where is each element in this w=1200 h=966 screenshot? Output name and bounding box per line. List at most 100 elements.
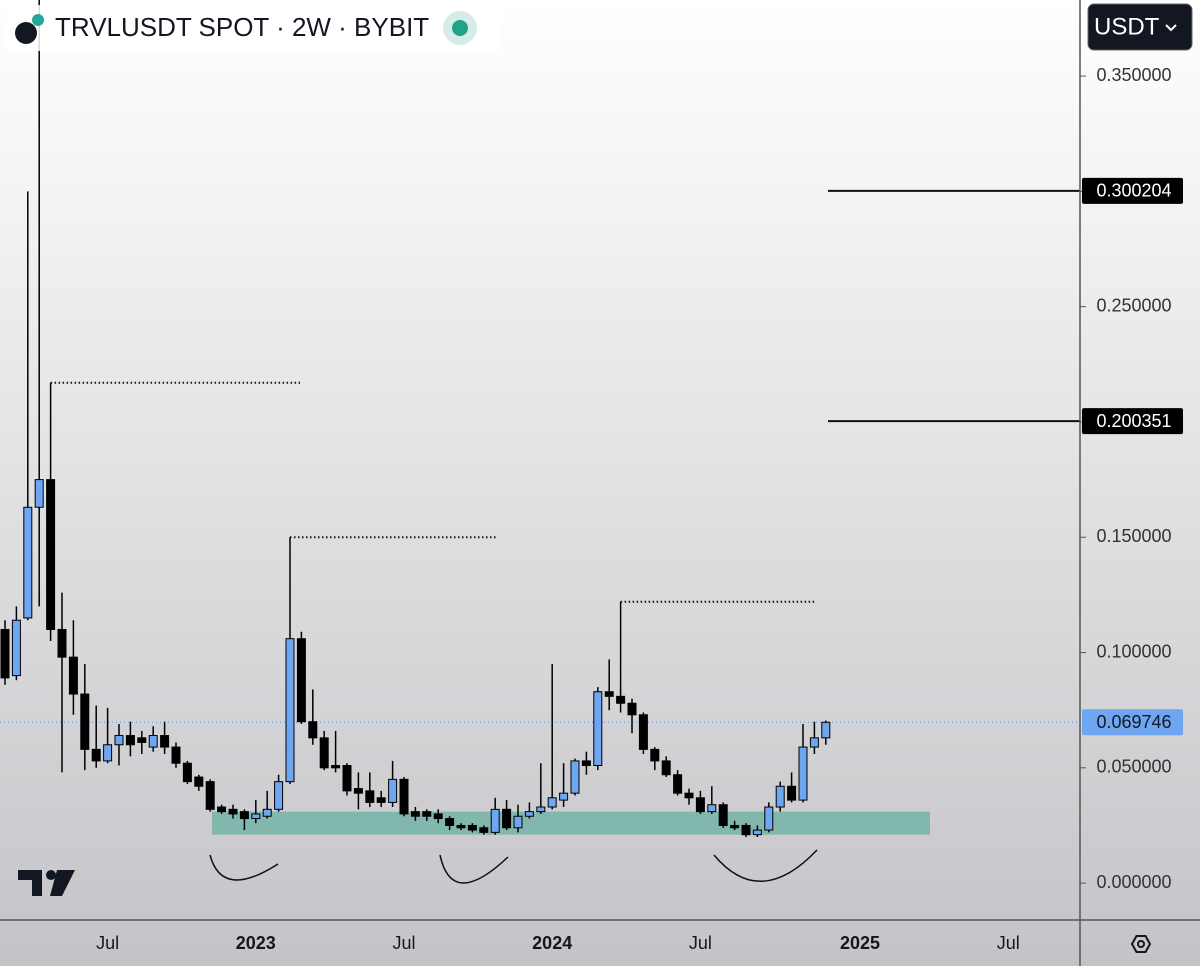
x-tick-label: Jul xyxy=(997,933,1020,953)
candle-body xyxy=(160,735,170,748)
header: TRVLUSDT SPOT · 2W · BYBIT xyxy=(5,5,500,51)
candle-body xyxy=(239,811,249,820)
plot-area xyxy=(0,0,1080,837)
candle-body xyxy=(479,827,489,833)
candle-body xyxy=(673,774,683,794)
candle-body xyxy=(80,693,90,750)
candle-body xyxy=(445,818,455,826)
candle-body xyxy=(581,760,591,767)
pattern-curve xyxy=(439,854,509,884)
pattern-curve xyxy=(713,849,818,882)
candle-body xyxy=(787,785,797,801)
candle-body xyxy=(422,811,432,817)
candle-body xyxy=(410,811,420,817)
symbol-badge xyxy=(32,14,44,26)
candle-body xyxy=(68,656,78,695)
y-tick-label: 0.100000 xyxy=(1096,641,1171,661)
candle-body xyxy=(638,714,648,750)
candle-body xyxy=(661,760,671,776)
candle-body xyxy=(365,790,375,803)
candle-body xyxy=(91,748,101,762)
candle-body xyxy=(604,691,614,697)
header-bg xyxy=(5,5,500,51)
candle-body xyxy=(137,737,147,743)
candle-body xyxy=(114,735,124,746)
candle-body xyxy=(821,721,831,739)
y-tick-label: 0.050000 xyxy=(1096,757,1171,777)
candle-body xyxy=(217,806,227,813)
candle-body xyxy=(730,824,740,829)
candle-body xyxy=(775,785,785,808)
candle-body xyxy=(342,765,352,792)
last-price-label-bg xyxy=(1082,709,1183,736)
x-tick-label: 2025 xyxy=(840,933,880,953)
candle-body xyxy=(103,744,113,762)
candle-body xyxy=(171,746,181,764)
candle-body xyxy=(467,824,477,831)
tv-logo-part xyxy=(18,870,42,896)
candle-body xyxy=(388,778,398,803)
chart-title: TRVLUSDT SPOT · 2W · BYBIT xyxy=(55,12,429,42)
candle-body xyxy=(695,797,705,813)
candle-body xyxy=(741,824,751,836)
support-zone xyxy=(212,811,930,835)
candle-body xyxy=(251,813,261,820)
candle-body xyxy=(707,804,717,813)
candle-body xyxy=(616,695,626,704)
currency-button[interactable]: USDT xyxy=(1087,3,1193,51)
y-tick-label: 0.350000 xyxy=(1096,65,1171,85)
candle-body xyxy=(353,788,363,794)
candle-body xyxy=(34,479,44,508)
candle-body xyxy=(490,808,500,833)
candle-body xyxy=(798,746,808,801)
y-tick-label: 0.000000 xyxy=(1096,872,1171,892)
tv-logo-part xyxy=(50,870,75,896)
candle-body xyxy=(684,792,694,799)
candle-body xyxy=(433,813,443,820)
candle-body xyxy=(593,691,603,767)
x-tick-label: Jul xyxy=(392,933,415,953)
candle-body xyxy=(205,781,215,810)
candle-body xyxy=(228,808,238,815)
candle-body xyxy=(547,797,557,808)
candle-body xyxy=(296,638,306,723)
x-tick-label: Jul xyxy=(96,933,119,953)
candle-body xyxy=(456,824,466,829)
candle-body xyxy=(570,760,580,794)
currency-label[interactable]: USDT xyxy=(1094,13,1160,40)
candle-body xyxy=(319,737,329,769)
candle-body xyxy=(536,806,546,813)
price-line-label: 0.200351 xyxy=(1096,411,1171,431)
candle-body xyxy=(182,762,192,783)
chevron-icon[interactable] xyxy=(1165,24,1177,32)
candle-body xyxy=(524,811,534,817)
settings-icon[interactable] xyxy=(1130,935,1152,953)
candle-body xyxy=(125,735,135,746)
y-tick-label: 0.150000 xyxy=(1096,526,1171,546)
candle-body xyxy=(331,765,341,769)
candle-body xyxy=(285,638,295,783)
status-dot[interactable] xyxy=(452,20,468,36)
x-tick-label: 2023 xyxy=(236,933,276,953)
candle-body xyxy=(148,735,158,748)
settings-icon-center[interactable] xyxy=(1137,940,1145,948)
price-line-label: 0.300204 xyxy=(1096,181,1171,201)
candle-body xyxy=(502,808,512,829)
candle-body xyxy=(194,776,204,787)
candle-body xyxy=(262,808,272,817)
x-tick-label: Jul xyxy=(689,933,712,953)
currency-button-bg[interactable] xyxy=(1087,3,1193,51)
candle-body xyxy=(308,721,318,739)
x-tick-label: 2024 xyxy=(532,933,572,953)
y-tick-label: 0.250000 xyxy=(1096,295,1171,315)
candle-body xyxy=(274,781,284,810)
candle-body xyxy=(513,815,523,829)
candle-body xyxy=(627,702,637,716)
candle-body xyxy=(752,829,762,836)
candle-body xyxy=(764,806,774,831)
candle-body xyxy=(809,737,819,748)
symbol-icon xyxy=(15,22,37,44)
